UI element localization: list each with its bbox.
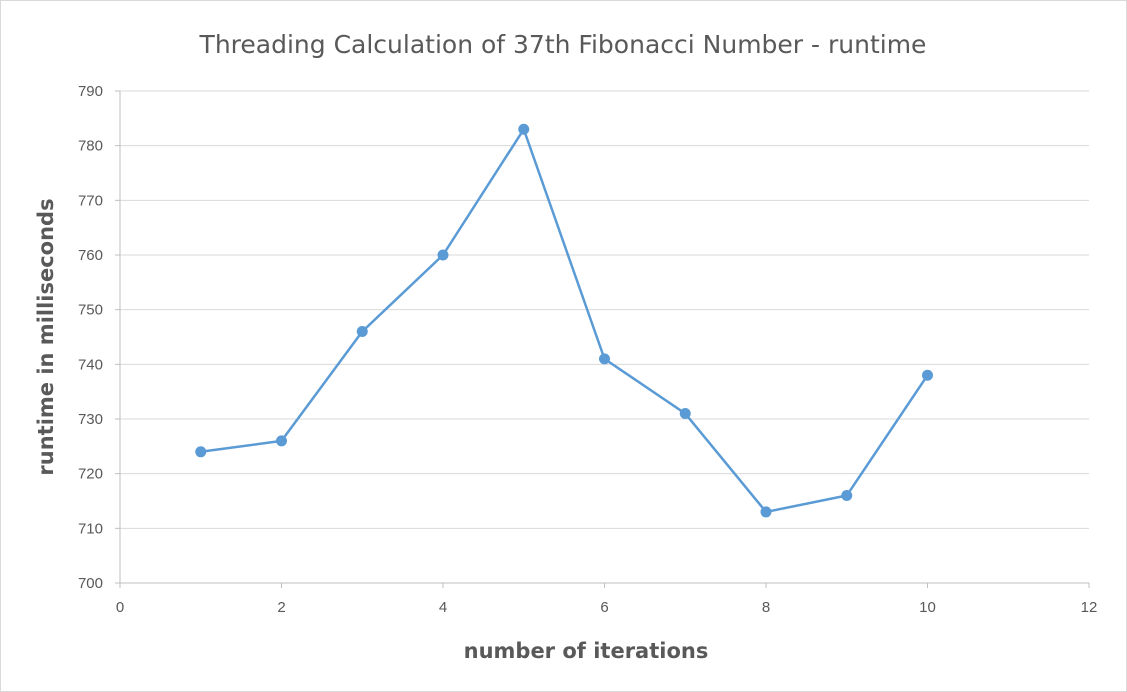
- x-axis-label: number of iterations: [464, 639, 709, 663]
- y-tick-label: 700: [78, 575, 103, 592]
- data-point: [679, 408, 691, 420]
- data-point: [437, 249, 449, 261]
- data-point: [599, 353, 610, 365]
- y-tick-label: 760: [78, 247, 103, 264]
- x-tick-label: 8: [762, 599, 770, 616]
- series-runtime: [195, 123, 933, 518]
- data-point: [841, 490, 853, 502]
- y-tick-label: 740: [78, 356, 103, 373]
- tick-labels: 700 710 720 730 740 750 760 770 780 790 0 2 4 6 8 10 12: [78, 83, 1097, 616]
- series-line: [200, 128, 929, 514]
- y-tick-label: 770: [78, 192, 103, 209]
- x-tick-label: 6: [600, 599, 608, 616]
- y-tick-label: 780: [78, 138, 103, 155]
- gridlines: [120, 90, 1089, 529]
- x-tick-label: 2: [277, 599, 285, 616]
- x-tick-label: 12: [1081, 599, 1098, 616]
- x-tick-label: 0: [116, 599, 124, 616]
- x-tick-label: 10: [919, 599, 936, 616]
- y-tick-label: 710: [78, 520, 103, 537]
- y-tick-label: 790: [78, 83, 103, 100]
- data-point: [195, 446, 207, 458]
- data-point: [760, 506, 772, 518]
- chart-title: Threading Calculation of 37th Fibonacci …: [199, 30, 927, 59]
- axes: [115, 90, 1090, 588]
- data-point: [356, 326, 368, 338]
- y-tick-label: 750: [78, 302, 103, 319]
- y-tick-label: 720: [78, 466, 103, 483]
- x-tick-label: 4: [439, 599, 447, 616]
- data-point: [518, 123, 530, 135]
- y-tick-label: 730: [78, 411, 103, 428]
- data-point: [922, 369, 933, 381]
- data-point: [276, 435, 287, 447]
- y-axis-label: runtime in milliseconds: [34, 198, 58, 475]
